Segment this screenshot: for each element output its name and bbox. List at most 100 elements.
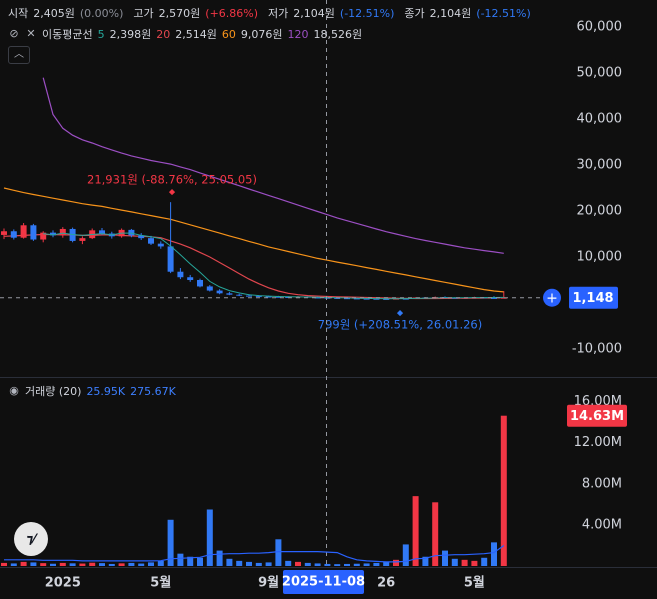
ohlc-change: (-12.51%)	[476, 6, 531, 20]
ma-period: 60	[221, 27, 236, 41]
crosshair-date-box	[283, 570, 364, 594]
volume-bar	[59, 562, 66, 566]
volume-bar	[491, 542, 497, 566]
volume-bar	[226, 558, 233, 566]
volume-bar	[314, 563, 321, 566]
ma-legend-title: 이동평균선	[42, 28, 93, 41]
volume-bar	[128, 562, 135, 566]
volume-bar	[344, 563, 350, 566]
close-icon[interactable]: ✕	[26, 27, 36, 40]
volume-bar	[138, 563, 145, 566]
volume-bar	[412, 496, 419, 566]
last-price-label: 1,148	[572, 291, 613, 306]
candle-body	[148, 238, 154, 244]
candle-body	[138, 235, 145, 239]
ma-value: 9,076원	[240, 28, 283, 41]
volume-bar	[177, 553, 184, 566]
x-tick-label: 9월	[258, 575, 279, 591]
y-tick-label: 12.00M	[574, 435, 622, 450]
moving-average-line	[43, 232, 504, 300]
ohlc-label: 시작	[8, 7, 29, 20]
collapse-button[interactable]: ︿	[8, 46, 30, 64]
volume-bar	[451, 558, 458, 566]
volume-bar	[108, 563, 115, 566]
volume-bar	[10, 563, 17, 566]
volume-bar	[432, 502, 439, 566]
candle-body	[275, 296, 282, 298]
candle-body	[30, 225, 37, 240]
candle-body	[363, 298, 370, 300]
volume-bar	[275, 539, 282, 566]
volume-bar	[285, 560, 292, 566]
volume-legend-value: 275.67K	[130, 384, 176, 398]
volume-legend-value: 25.95K	[86, 384, 126, 398]
moving-average-line	[42, 77, 504, 254]
ohlc-label: 종가	[404, 7, 425, 20]
volume-bar	[187, 556, 194, 566]
volume-bar	[461, 559, 468, 566]
candle-body	[314, 297, 321, 299]
volume-bar	[157, 560, 164, 566]
visibility-icon[interactable]: ◉	[9, 384, 19, 397]
annotation-marker: ⬥	[397, 309, 404, 319]
candle-body	[344, 298, 350, 300]
volume-bar	[471, 560, 478, 566]
add-button[interactable]	[543, 288, 561, 307]
volume-ma-line	[4, 545, 505, 563]
volume-bar	[50, 563, 56, 566]
volume-bar	[30, 562, 37, 566]
ohlc-value: 2,405원	[33, 7, 75, 20]
candle-body	[265, 296, 272, 298]
candle-body	[10, 231, 17, 238]
candle-body	[216, 290, 223, 294]
annotation: 21,931원 (-88.76%, 25.05.05)	[87, 173, 257, 187]
volume-bar	[373, 562, 380, 566]
volume-bar	[402, 544, 409, 566]
y-tick-label: 4.00M	[582, 517, 622, 532]
volume-bar	[167, 519, 174, 566]
y-tick-label: 40,000	[577, 112, 623, 127]
moving-average-line	[3, 233, 504, 300]
volume-bar	[481, 557, 488, 566]
volume-bar	[99, 563, 105, 566]
candle-body	[206, 286, 213, 291]
ohlc-value: 2,104원	[429, 7, 472, 20]
candle-body	[373, 298, 380, 300]
volume-bar	[383, 561, 390, 566]
logo-mark: ⁊⁄	[27, 533, 39, 548]
ma-period: 120	[287, 27, 309, 41]
annotation-marker: ⬥	[169, 188, 176, 198]
candle-body	[1, 231, 7, 235]
volume-bar	[197, 557, 203, 566]
visibility-icon[interactable]: ⊘	[9, 27, 19, 40]
x-tick-label: 5월	[150, 575, 171, 591]
candle-body	[157, 243, 164, 247]
candle-body	[246, 295, 252, 297]
candle-body	[402, 298, 409, 300]
ohlc-label: 고가	[133, 7, 154, 20]
candle-body	[226, 293, 233, 295]
candle-body	[99, 230, 105, 234]
volume-bar	[236, 560, 243, 566]
volume-bar	[255, 562, 262, 566]
x-tick-label: 26	[377, 576, 395, 591]
candle-body	[334, 297, 341, 299]
volume-bar	[422, 556, 429, 566]
last-volume-box	[567, 404, 627, 427]
volume-bar	[118, 563, 125, 566]
volume-bar	[442, 550, 448, 566]
candle-body	[20, 225, 27, 238]
x-tick-label: 2025	[45, 576, 81, 591]
y-tick-label: 20,000	[577, 204, 623, 219]
candle-body	[167, 246, 174, 272]
x-tick-label: 5월	[464, 575, 485, 591]
volume-bar	[20, 561, 27, 566]
last-volume-label: 14.63M	[570, 409, 624, 424]
candle-body	[59, 228, 66, 236]
ohlc-value: 2,104원	[293, 7, 335, 20]
ohlc-value: 2,570원	[158, 7, 201, 20]
ma-period: 5	[97, 27, 105, 41]
logo	[14, 522, 48, 556]
volume-bar	[393, 559, 399, 566]
volume-bar	[89, 562, 96, 566]
